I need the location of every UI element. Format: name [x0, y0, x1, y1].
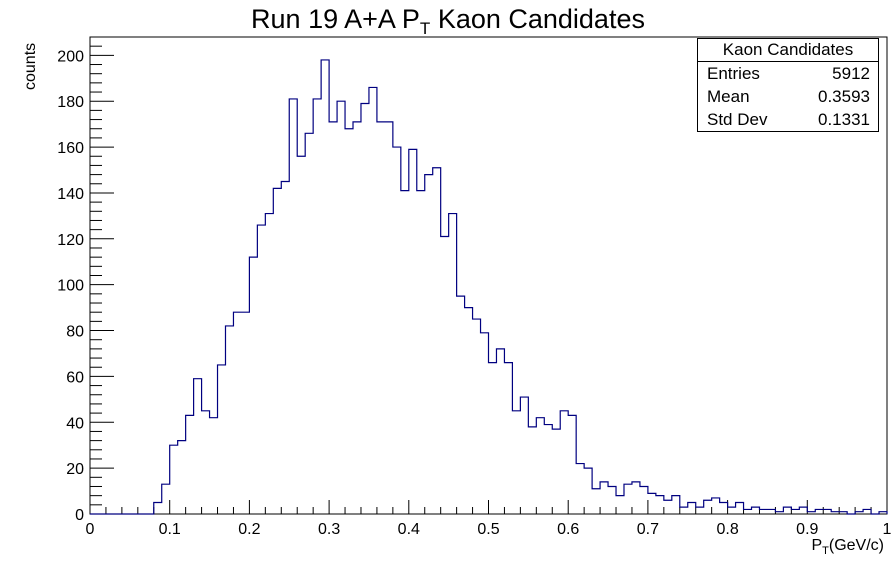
stats-row-std-dev: Std Dev 0.1331 — [698, 108, 878, 131]
x-tick-label: 0.7 — [637, 521, 659, 538]
y-tick-label: 0 — [75, 507, 84, 524]
x-tick-label: 0 — [86, 521, 95, 538]
stats-value: 0.3593 — [818, 87, 870, 106]
y-tick-label: 140 — [57, 186, 84, 203]
y-tick-label: 20 — [66, 461, 84, 478]
x-tick-label: 0.8 — [716, 521, 738, 538]
stats-box-title: Kaon Candidates — [698, 39, 878, 62]
y-tick-label: 60 — [66, 369, 84, 386]
stats-value: 0.1331 — [818, 110, 870, 129]
x-tick-label: 1 — [883, 521, 892, 538]
chart-title: Run 19 A+A PT Kaon Candidates — [251, 4, 645, 38]
stats-value: 5912 — [832, 64, 870, 83]
x-tick-label: 0.2 — [238, 521, 260, 538]
x-tick-label: 0.3 — [318, 521, 340, 538]
stats-label: Mean — [707, 87, 750, 106]
y-tick-label: 160 — [57, 140, 84, 157]
x-tick-label: 0.5 — [477, 521, 499, 538]
stats-label: Std Dev — [707, 110, 768, 129]
stats-row-entries: Entries 5912 — [698, 62, 878, 85]
x-tick-label: 0.1 — [159, 521, 181, 538]
stats-label: Entries — [707, 64, 760, 83]
x-axis-label: PT(GeV/c) — [811, 537, 884, 557]
y-tick-label: 80 — [66, 324, 84, 341]
x-tick-label: 0.9 — [796, 521, 818, 538]
x-tick-label: 0.6 — [557, 521, 579, 538]
y-tick-label: 40 — [66, 415, 84, 432]
y-tick-label: 100 — [57, 278, 84, 295]
stats-row-mean: Mean 0.3593 — [698, 85, 878, 108]
stats-box: Kaon Candidates Entries 5912 Mean 0.3593… — [697, 38, 879, 132]
y-tick-label: 120 — [57, 232, 84, 249]
y-axis-label: counts — [22, 42, 39, 90]
y-tick-label: 180 — [57, 94, 84, 111]
histogram-series — [90, 59, 888, 515]
y-tick-label: 200 — [57, 48, 84, 65]
x-tick-label: 0.4 — [398, 521, 420, 538]
